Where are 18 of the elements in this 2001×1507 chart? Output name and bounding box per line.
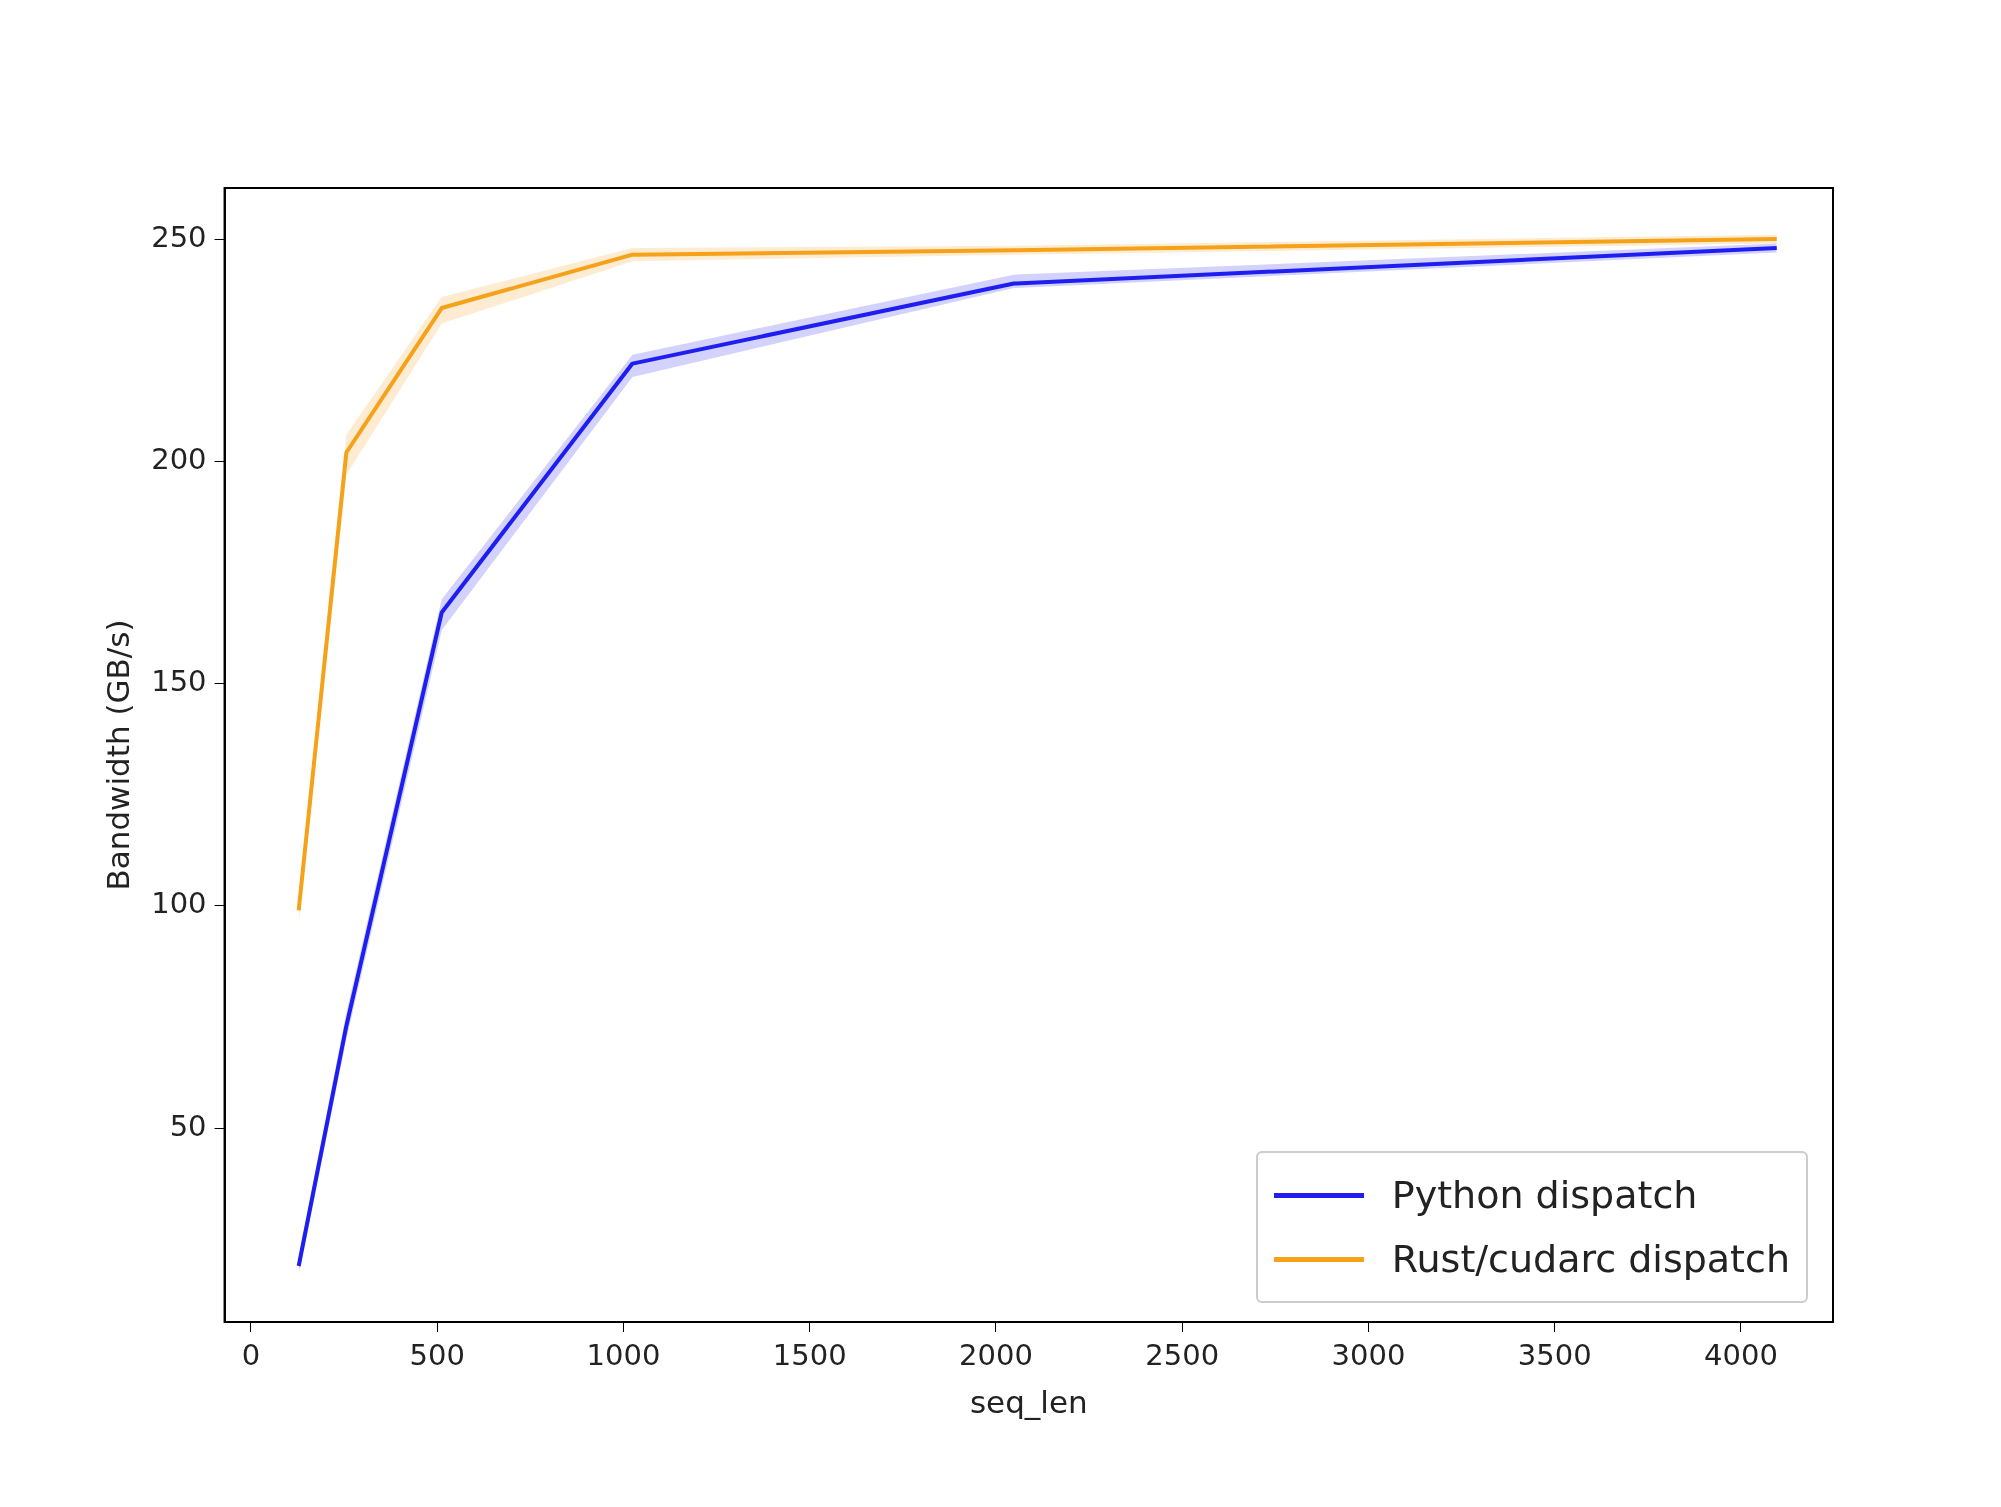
legend-label: Python dispatch (1391, 1172, 1698, 1219)
y-tick-label: 200 (151, 441, 207, 476)
y-tick-label: 250 (151, 219, 207, 254)
y-axis-title: Bandwidth (GB/s) (99, 619, 136, 891)
x-tick-label: 3500 (1517, 1337, 1592, 1372)
y-tick-label: 150 (151, 664, 207, 699)
x-axis-title: seq_len (969, 1384, 1088, 1421)
x-tick-label: 500 (409, 1337, 465, 1372)
y-tick-label: 100 (151, 886, 207, 921)
x-tick-label: 1500 (772, 1337, 847, 1372)
legend-label: Rust/cudarc dispatch (1391, 1236, 1790, 1283)
x-tick-label: 2500 (1145, 1337, 1220, 1372)
x-tick-label: 0 (241, 1337, 261, 1372)
x-tick-label: 2000 (959, 1337, 1033, 1372)
y-tick-label: 50 (169, 1108, 207, 1143)
x-tick-label: 3000 (1331, 1337, 1406, 1372)
x-tick-label: 4000 (1704, 1337, 1778, 1372)
x-tick-label: 1000 (586, 1337, 661, 1372)
